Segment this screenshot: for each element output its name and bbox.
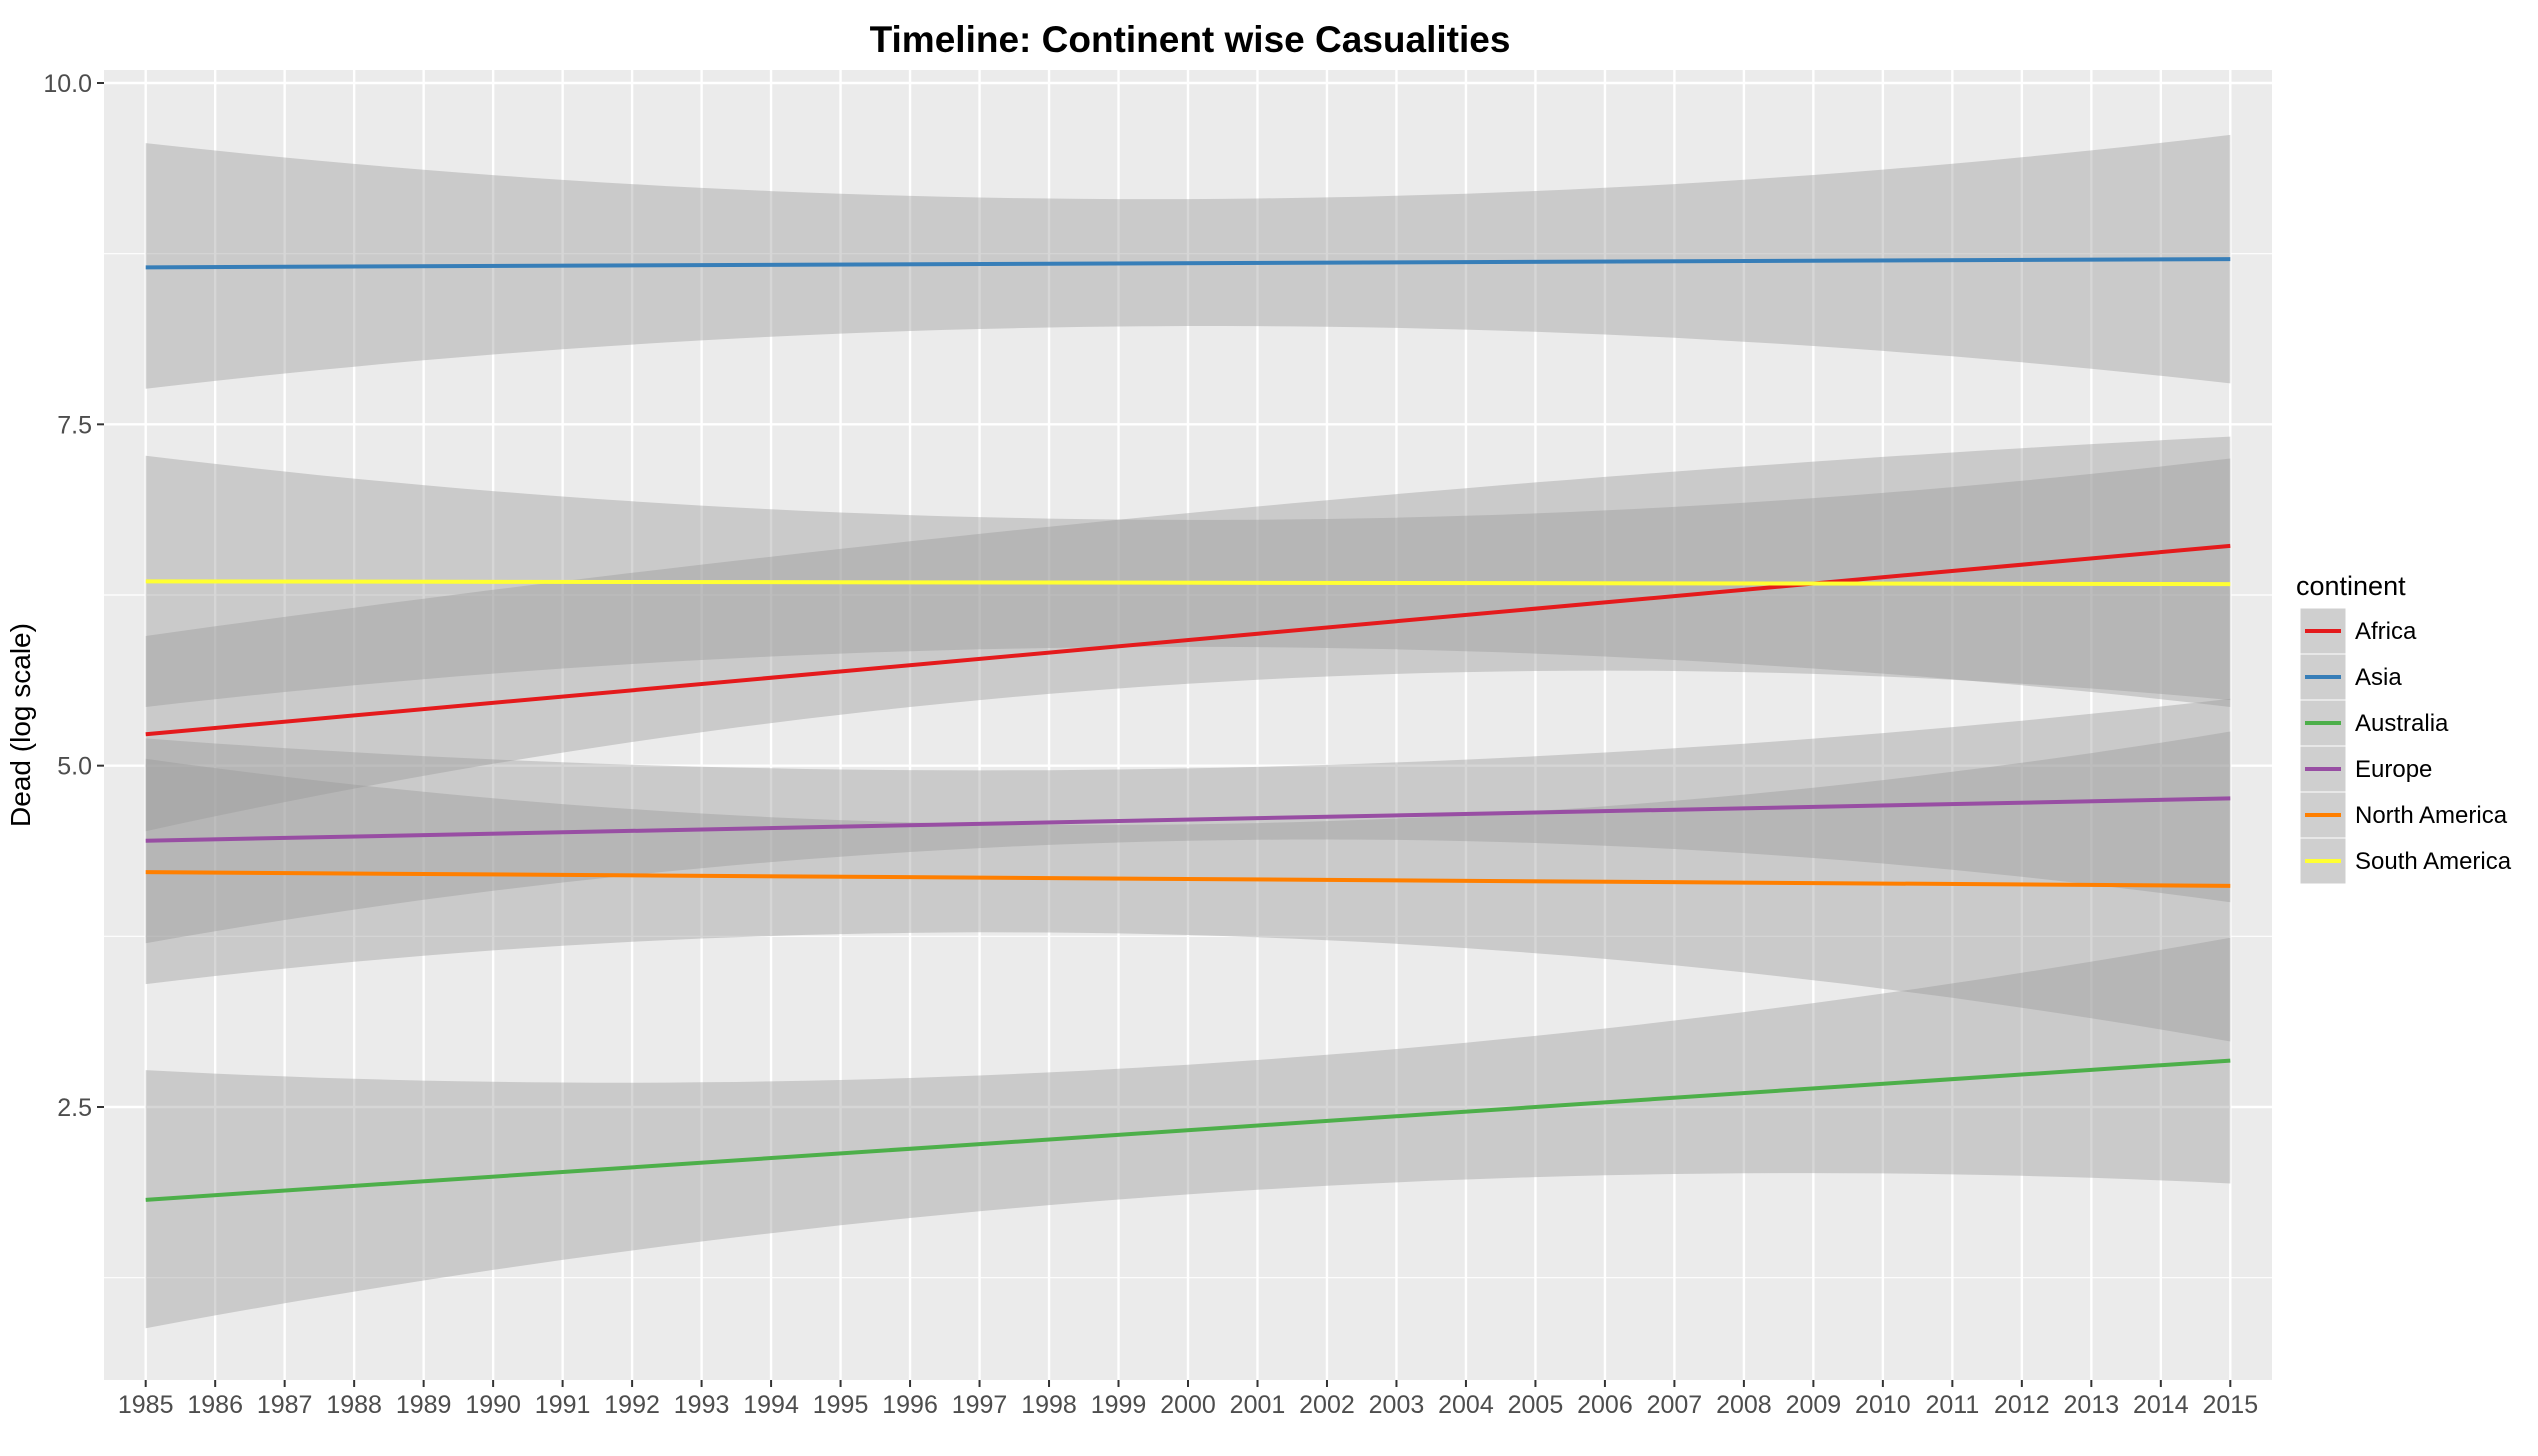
- confidence-band-africa: [145, 436, 2231, 832]
- legend-item: Australia: [2299, 699, 2449, 747]
- x-tick-label: 2007: [1647, 1391, 1703, 1419]
- trend-line-south-america: [145, 579, 2231, 587]
- x-tick-label: 1990: [465, 1391, 521, 1419]
- x-tick-label: 1997: [952, 1391, 1008, 1419]
- legend-title: continent: [2296, 571, 2406, 601]
- legend: continent Africa Asia Australia Europe North…: [2296, 571, 2512, 885]
- x-tick-label: 1986: [187, 1391, 243, 1419]
- legend-label: Australia: [2355, 710, 2449, 737]
- x-tick-label: 1991: [535, 1391, 591, 1419]
- x-tick-label: 2003: [1369, 1391, 1425, 1419]
- legend-label: Asia: [2355, 664, 2402, 691]
- legend-label: South America: [2355, 848, 2512, 875]
- x-tick-label: 1985: [118, 1391, 174, 1419]
- x-tick-label: 2011: [1925, 1391, 1979, 1419]
- trend-line-asia: [145, 257, 2231, 270]
- legend-label: Europe: [2355, 756, 2432, 783]
- x-tick-label: 1994: [743, 1391, 799, 1419]
- major-gridlines: [104, 70, 2272, 1380]
- x-tick-label: 1996: [882, 1391, 938, 1419]
- legend-item: South America: [2299, 837, 2512, 885]
- legend-item: Asia: [2299, 653, 2402, 701]
- x-tick-label: 1989: [396, 1391, 452, 1419]
- legend-item: Europe: [2299, 745, 2432, 793]
- legend-label: Africa: [2355, 618, 2417, 645]
- trend-line-north-america: [145, 870, 2231, 888]
- x-tick-label: 2015: [2202, 1391, 2258, 1419]
- x-tick-label: 1995: [813, 1391, 869, 1419]
- x-tick-label: 1993: [674, 1391, 730, 1419]
- x-tick-label: 1999: [1091, 1391, 1147, 1419]
- y-tick-label: 5.0: [57, 753, 92, 781]
- x-axis: 1985 1986 1987 1988 1989 1990 1991 1992 1993 1994…: [118, 1380, 2258, 1419]
- legend-label: North America: [2355, 802, 2508, 829]
- confidence-band-australia: [145, 937, 2231, 1329]
- y-axis: 2.5 5.0 7.5 10.0: [43, 70, 104, 1122]
- y-tick-label: 2.5: [57, 1094, 92, 1122]
- x-tick-label: 2013: [2064, 1391, 2120, 1419]
- legend-items: Africa Asia Australia Europe North America So…: [2299, 607, 2512, 885]
- x-tick-label: 1998: [1021, 1391, 1077, 1419]
- chart-title: Timeline: Continent wise Casualities: [870, 19, 1511, 60]
- x-tick-label: 1987: [257, 1391, 313, 1419]
- x-tick-label: 1988: [326, 1391, 382, 1419]
- y-tick-label: 10.0: [43, 70, 92, 98]
- trend-line-europe: [145, 796, 2231, 843]
- x-tick-label: 2004: [1438, 1391, 1494, 1419]
- trend-line-australia: [145, 1058, 2231, 1202]
- y-axis-label: Dead (log scale): [5, 623, 36, 827]
- legend-item: Africa: [2299, 607, 2417, 655]
- trend-line-africa: [145, 543, 2231, 737]
- x-tick-label: 2010: [1855, 1391, 1911, 1419]
- x-tick-label: 2002: [1299, 1391, 1355, 1419]
- x-tick-label: 2009: [1786, 1391, 1842, 1419]
- y-tick-label: 7.5: [57, 411, 92, 439]
- legend-item: North America: [2299, 791, 2508, 839]
- x-tick-label: 2008: [1716, 1391, 1772, 1419]
- x-tick-label: 2012: [1994, 1391, 2050, 1419]
- x-tick-label: 2000: [1160, 1391, 1216, 1419]
- x-tick-label: 1992: [604, 1391, 660, 1419]
- trend-lines: [145, 257, 2231, 1202]
- x-tick-label: 2014: [2133, 1391, 2189, 1419]
- x-tick-label: 2001: [1230, 1391, 1286, 1419]
- x-tick-label: 2005: [1508, 1391, 1564, 1419]
- x-tick-label: 2006: [1577, 1391, 1633, 1419]
